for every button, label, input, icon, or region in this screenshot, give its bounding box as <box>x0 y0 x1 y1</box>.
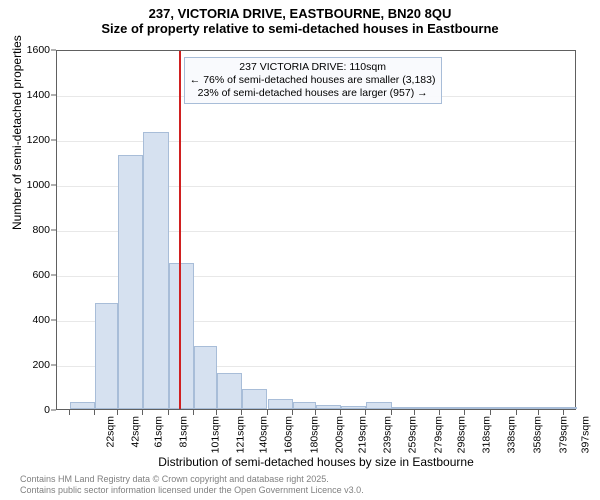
histogram-bar <box>539 407 564 409</box>
y-tick-label: 1000 <box>27 179 50 191</box>
histogram-bar <box>366 402 391 409</box>
reference-line <box>179 51 181 409</box>
histogram-bar <box>316 405 341 410</box>
histogram-bar <box>517 407 540 409</box>
x-tick-label: 140sqm <box>258 416 270 453</box>
x-tick-mark <box>439 410 440 415</box>
histogram-bar <box>143 132 168 409</box>
histogram-bar <box>242 389 267 409</box>
x-axis-ticks: 22sqm 42sqm 61sqm 81sqm 101sqm 121sqm 140sqm 16… <box>56 410 576 460</box>
chart-container: 237, VICTORIA DRIVE, EASTBOURNE, BN20 8Q… <box>0 0 600 500</box>
x-tick-label: 318sqm <box>481 416 493 453</box>
y-tick-label: 0 <box>44 404 50 416</box>
x-tick-mark <box>69 410 70 415</box>
x-tick-mark <box>315 410 316 415</box>
histogram-bar <box>392 407 416 409</box>
x-tick-label: 81sqm <box>178 416 190 448</box>
x-tick-label: 338sqm <box>506 416 518 453</box>
histogram-bar <box>169 263 194 409</box>
x-tick-mark <box>414 410 415 415</box>
y-tick-label: 1600 <box>27 44 50 56</box>
annotation-line-3: 23% of semi-detached houses are larger (… <box>190 87 436 100</box>
y-axis-ticks: 02004006008001000120014001600 <box>0 50 56 410</box>
x-tick-mark <box>267 410 268 415</box>
x-tick-label: 219sqm <box>357 416 369 453</box>
x-tick-label: 279sqm <box>432 416 444 453</box>
x-tick-mark <box>241 410 242 415</box>
y-tick-label: 800 <box>32 224 50 236</box>
x-tick-mark <box>216 410 217 415</box>
x-tick-mark <box>292 410 293 415</box>
histogram-bar <box>194 346 218 409</box>
footer-line-1: Contains HM Land Registry data © Crown c… <box>20 474 364 485</box>
y-tick-label: 1200 <box>27 134 50 146</box>
x-tick-label: 101sqm <box>209 416 221 453</box>
x-tick-mark <box>391 410 392 415</box>
x-tick-label: 200sqm <box>333 416 345 453</box>
histogram-bar <box>465 407 490 409</box>
histogram-bar <box>491 407 517 409</box>
plot-area: 237 VICTORIA DRIVE: 110sqm ← 76% of semi… <box>56 50 576 410</box>
x-tick-label: 22sqm <box>104 416 116 448</box>
histogram-bar <box>564 407 577 409</box>
x-tick-mark <box>490 410 491 415</box>
x-tick-mark <box>142 410 143 415</box>
histogram-bar <box>440 407 465 409</box>
footer-attribution: Contains HM Land Registry data © Crown c… <box>20 474 364 496</box>
y-tick-label: 1400 <box>27 89 50 101</box>
title-line-2: Size of property relative to semi-detach… <box>0 21 600 36</box>
title-line-1: 237, VICTORIA DRIVE, EASTBOURNE, BN20 8Q… <box>0 6 600 21</box>
x-tick-label: 61sqm <box>153 416 165 448</box>
x-tick-mark <box>563 410 564 415</box>
annotation-line-1: 237 VICTORIA DRIVE: 110sqm <box>190 61 436 74</box>
x-tick-mark <box>464 410 465 415</box>
histogram-bars <box>57 51 575 409</box>
x-tick-mark <box>538 410 539 415</box>
histogram-bar <box>293 402 317 409</box>
histogram-bar <box>268 399 293 409</box>
x-tick-mark <box>516 410 517 415</box>
x-tick-mark <box>193 410 194 415</box>
x-tick-label: 298sqm <box>456 416 468 453</box>
x-tick-label: 379sqm <box>557 416 569 453</box>
x-tick-label: 397sqm <box>580 416 592 453</box>
x-axis-label: Distribution of semi-detached houses by … <box>56 455 576 469</box>
y-tick-label: 600 <box>32 269 50 281</box>
x-tick-mark <box>340 410 341 415</box>
x-tick-label: 121sqm <box>234 416 246 453</box>
histogram-bar <box>95 303 119 409</box>
x-tick-mark <box>94 410 95 415</box>
histogram-bar <box>70 402 95 409</box>
histogram-bar <box>415 407 440 409</box>
histogram-bar <box>341 406 366 409</box>
x-tick-mark <box>168 410 169 415</box>
footer-line-2: Contains public sector information licen… <box>20 485 364 496</box>
x-tick-mark <box>365 410 366 415</box>
x-tick-mark <box>117 410 118 415</box>
title-area: 237, VICTORIA DRIVE, EASTBOURNE, BN20 8Q… <box>0 0 600 36</box>
x-tick-label: 239sqm <box>382 416 394 453</box>
histogram-bar <box>118 155 143 409</box>
histogram-bar <box>217 373 242 409</box>
y-tick-label: 400 <box>32 314 50 326</box>
x-tick-label: 160sqm <box>283 416 295 453</box>
annotation-line-2: ← 76% of semi-detached houses are smalle… <box>190 74 436 87</box>
x-tick-label: 42sqm <box>129 416 141 448</box>
x-tick-label: 259sqm <box>407 416 419 453</box>
x-tick-label: 180sqm <box>308 416 320 453</box>
x-tick-label: 358sqm <box>531 416 543 453</box>
y-tick-label: 200 <box>32 359 50 371</box>
annotation-box: 237 VICTORIA DRIVE: 110sqm ← 76% of semi… <box>184 57 442 104</box>
